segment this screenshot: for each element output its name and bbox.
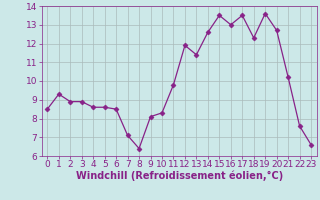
X-axis label: Windchill (Refroidissement éolien,°C): Windchill (Refroidissement éolien,°C) [76, 171, 283, 181]
